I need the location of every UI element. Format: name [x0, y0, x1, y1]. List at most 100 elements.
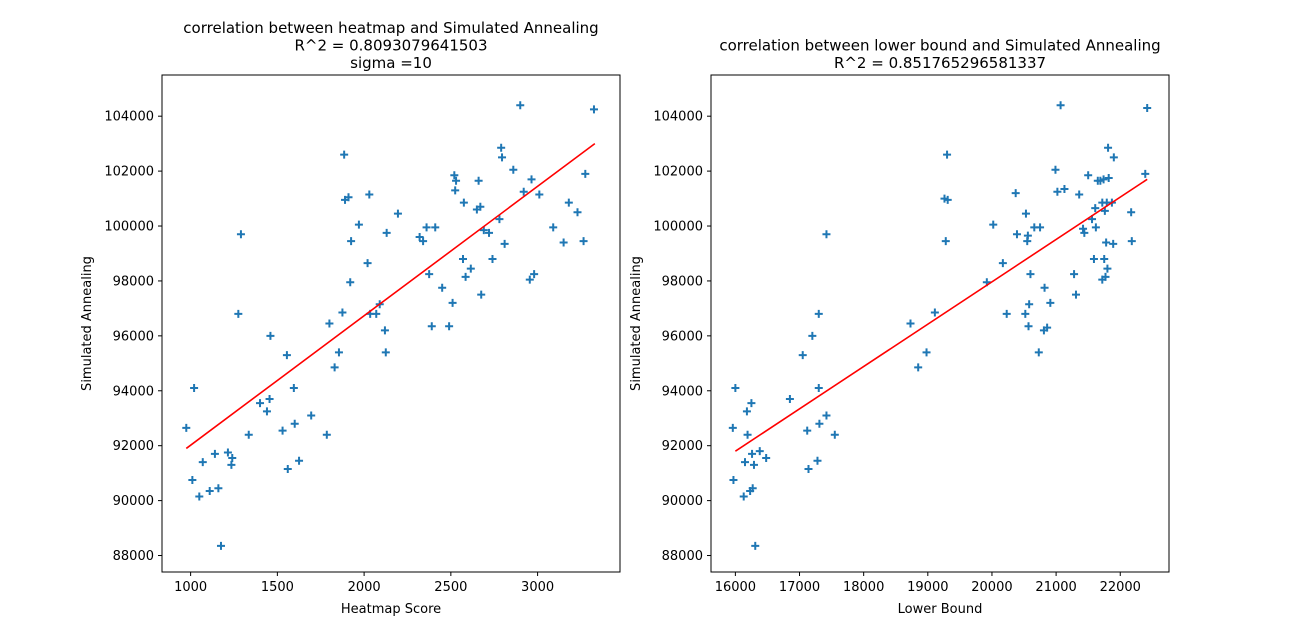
data-point: [941, 237, 950, 246]
data-point: [559, 238, 568, 247]
data-point: [519, 187, 528, 196]
data-point: [581, 169, 590, 178]
x-axis-label: Heatmap Score: [341, 602, 441, 617]
chart-title-line: sigma =10: [350, 54, 432, 72]
data-point: [748, 449, 757, 458]
data-point: [579, 237, 588, 246]
data-point: [372, 309, 381, 318]
data-point: [334, 348, 343, 357]
data-point: [322, 430, 331, 439]
data-point: [488, 254, 497, 263]
data-point: [1084, 171, 1093, 180]
data-point: [525, 275, 534, 284]
data-point: [295, 456, 304, 465]
data-point: [989, 220, 998, 229]
y-tick-label: 98000: [113, 274, 154, 289]
data-point: [815, 419, 824, 428]
data-point: [1127, 237, 1136, 246]
y-tick-label: 90000: [662, 494, 703, 509]
panel-right-lower-bound: correlation between lower bound and Simu…: [629, 37, 1170, 617]
data-point: [1109, 153, 1118, 162]
data-point: [1075, 190, 1084, 199]
data-point: [814, 309, 823, 318]
data-point: [289, 384, 298, 393]
y-tick-label: 102000: [104, 165, 154, 180]
data-point: [906, 319, 915, 328]
data-point: [731, 384, 740, 393]
data-point: [1043, 323, 1052, 332]
data-point: [347, 237, 356, 246]
data-point: [210, 449, 219, 458]
data-point: [307, 411, 316, 420]
data-point: [393, 209, 402, 218]
data-point: [459, 198, 468, 207]
data-point: [1127, 208, 1136, 217]
data-point: [1141, 169, 1150, 178]
data-point: [495, 215, 504, 224]
data-point: [234, 309, 243, 318]
data-point: [445, 322, 454, 331]
data-point: [278, 426, 287, 435]
data-point: [205, 486, 214, 495]
data-point: [762, 454, 771, 463]
data-point: [438, 283, 447, 292]
data-point: [1103, 264, 1112, 273]
data-point: [1026, 270, 1035, 279]
data-point: [1079, 224, 1088, 233]
data-point: [749, 460, 758, 469]
axes-frame: [161, 74, 621, 573]
data-point: [458, 254, 467, 263]
data-point: [451, 186, 460, 195]
data-point: [1002, 309, 1011, 318]
data-point: [182, 423, 191, 432]
data-point: [1091, 204, 1100, 213]
data-point: [1023, 231, 1032, 240]
data-point: [227, 460, 236, 469]
data-point: [516, 101, 525, 110]
data-point: [476, 202, 485, 211]
data-point: [1071, 290, 1080, 299]
data-point: [380, 326, 389, 335]
data-point: [914, 363, 923, 372]
data-point: [1099, 175, 1108, 184]
x-tick-label: 22000: [1100, 580, 1141, 595]
data-point: [804, 465, 813, 474]
data-point: [354, 220, 363, 229]
data-point: [589, 105, 598, 114]
x-tick-label: 1000: [174, 580, 207, 595]
data-point: [1143, 103, 1152, 112]
data-point: [1104, 143, 1113, 152]
data-point: [922, 348, 931, 357]
data-point: [461, 272, 470, 281]
x-axis-label: Lower Bound: [898, 602, 983, 617]
data-point: [1060, 184, 1069, 193]
data-point: [785, 395, 794, 404]
x-tick-label: 21000: [1035, 580, 1076, 595]
data-point: [415, 233, 424, 242]
y-axis-label: Simulated Annealing: [80, 256, 95, 391]
data-point: [1089, 254, 1098, 263]
data-point: [198, 458, 207, 467]
data-point: [729, 476, 738, 485]
data-point: [1024, 322, 1033, 331]
data-point: [814, 384, 823, 393]
data-point: [1091, 223, 1100, 232]
data-point: [743, 430, 752, 439]
data-point: [728, 423, 737, 432]
regression-line: [185, 143, 596, 450]
data-point: [330, 363, 339, 372]
data-point: [808, 331, 817, 340]
data-point: [1034, 348, 1043, 357]
chart-title-line: R^2 = 0.8093079641503: [294, 37, 487, 55]
data-point: [216, 541, 225, 550]
data-point: [1109, 239, 1118, 248]
y-tick-label: 96000: [662, 329, 703, 344]
data-point: [535, 190, 544, 199]
data-point: [425, 270, 434, 279]
x-tick-label: 1500: [261, 580, 294, 595]
data-point: [748, 484, 757, 493]
data-point: [1036, 223, 1045, 232]
data-point: [530, 270, 539, 279]
data-point: [943, 150, 952, 159]
